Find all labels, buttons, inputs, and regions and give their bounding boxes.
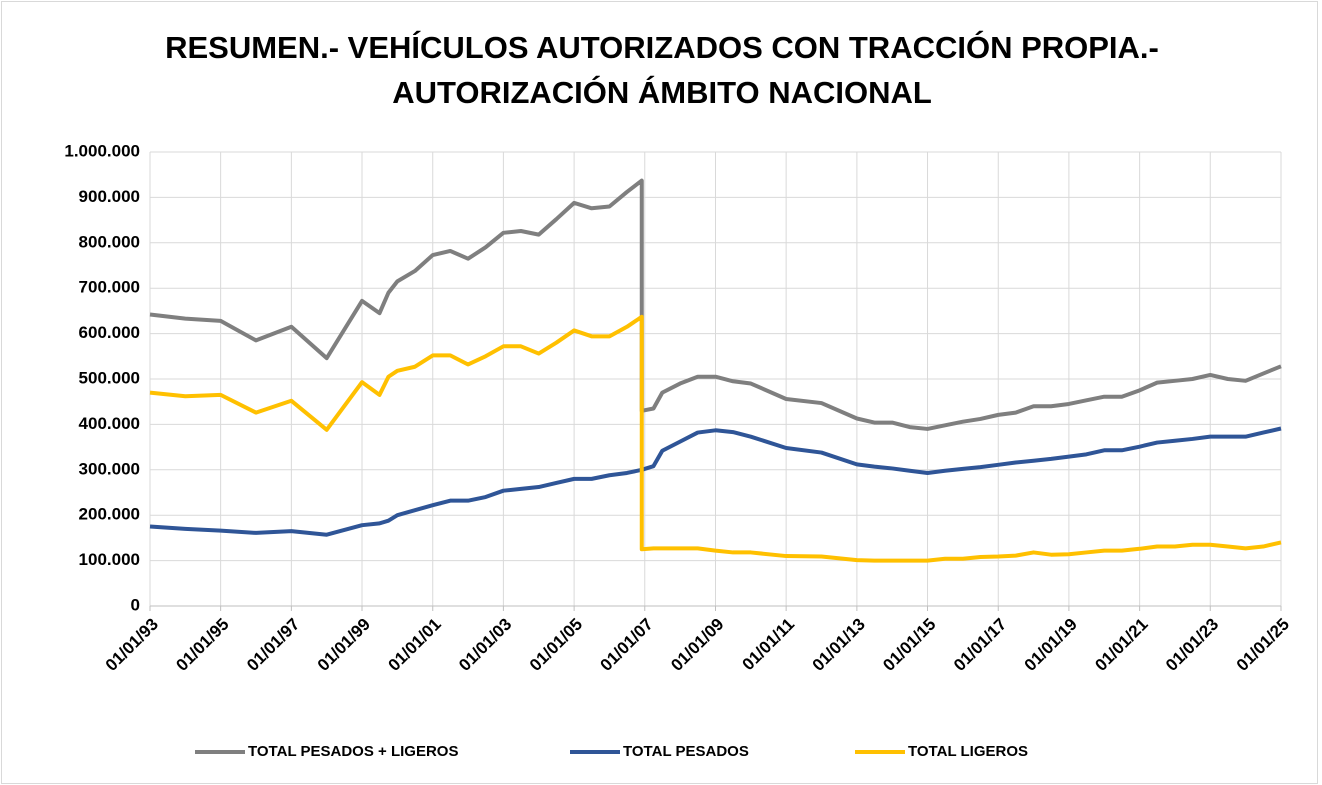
legend-label: TOTAL LIGEROS — [908, 743, 1028, 760]
series-line — [149, 178, 1282, 431]
y-tick-label: 200.000 — [79, 505, 140, 524]
y-tick-label: 0 — [131, 595, 140, 614]
y-tick-label: 600.000 — [79, 323, 140, 342]
chart-title: AUTORIZACIÓN ÁMBITO NACIONAL — [392, 74, 932, 110]
legend-label: TOTAL PESADOS — [623, 743, 749, 760]
chart-title: RESUMEN.- VEHÍCULOS AUTORIZADOS CON TRAC… — [165, 29, 1159, 65]
y-tick-label: 1.000.000 — [64, 141, 140, 160]
y-tick-label: 800.000 — [79, 232, 140, 251]
series-line — [149, 426, 1282, 537]
y-tick-label: 900.000 — [79, 187, 140, 206]
y-tick-label: 700.000 — [79, 278, 140, 297]
y-tick-label: 500.000 — [79, 368, 140, 387]
y-tick-label: 100.000 — [79, 550, 140, 569]
y-tick-label: 300.000 — [79, 459, 140, 478]
legend-label: TOTAL PESADOS + LIGEROS — [248, 743, 458, 760]
y-tick-label: 400.000 — [79, 414, 140, 433]
series-line — [149, 314, 1282, 563]
